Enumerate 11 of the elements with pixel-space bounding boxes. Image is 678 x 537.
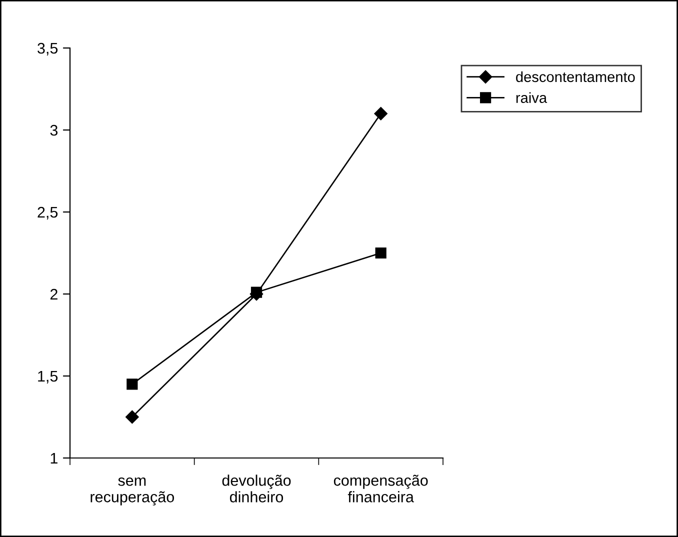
x-tick-label: sem recuperação: [90, 478, 174, 506]
x-tick-label: devolução dinheiro: [222, 474, 291, 502]
legend-label: descontentamento: [516, 71, 635, 82]
y-tick-label: 2: [50, 288, 58, 300]
legend-label: raiva: [516, 92, 548, 103]
y-tick-label: 1,5: [38, 371, 58, 384]
y-tick-label: 2,5: [38, 206, 58, 220]
y-tick-label: 1: [50, 453, 58, 464]
x-tick-label: compensação financeira: [334, 474, 428, 502]
y-tick-label: 3,5: [38, 42, 58, 56]
y-tick-label: 3: [50, 124, 58, 136]
